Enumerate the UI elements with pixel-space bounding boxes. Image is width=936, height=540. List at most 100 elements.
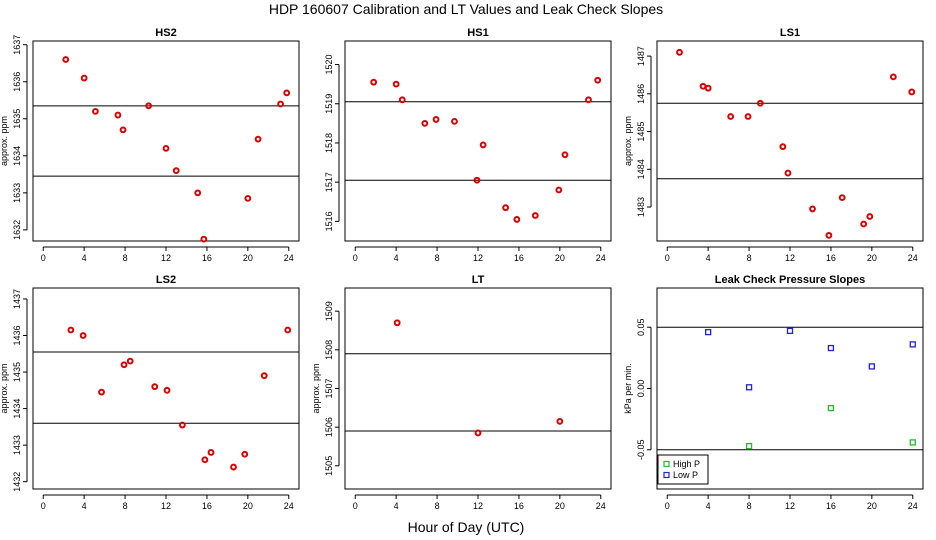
panel-hs1: HS1 0 4 8 12 16 20 24 1516 1517 1518 1519 1520 — [324, 27, 612, 263]
data-point — [432, 116, 440, 123]
x-tick-label: 4 — [706, 501, 711, 511]
data-point — [473, 176, 481, 184]
plot-frame — [32, 287, 300, 490]
data-point — [744, 113, 752, 120]
y-tick-label: 1635 — [12, 109, 22, 129]
y-tick-label: 1634 — [12, 146, 22, 166]
x-tick-label: 0 — [41, 253, 46, 263]
data-point — [92, 107, 99, 115]
y-tick-label: 1483 — [636, 197, 646, 217]
legend-box — [657, 454, 709, 485]
data-point — [727, 113, 735, 120]
data-point — [909, 439, 916, 446]
y-tick-label: 1637 — [12, 35, 22, 55]
data-point — [283, 89, 291, 97]
x-tick-label: 8 — [747, 501, 752, 511]
data-point — [866, 213, 874, 220]
data-point — [421, 119, 429, 127]
data-point — [704, 84, 712, 92]
y-tick-label: 0.00 — [636, 380, 646, 398]
x-tick-label: 8 — [747, 253, 752, 263]
data-point — [194, 189, 202, 197]
data-point — [555, 186, 563, 194]
y-tick-label: 1436 — [12, 325, 22, 345]
data-point — [827, 344, 835, 352]
legend-marker — [663, 471, 670, 479]
x-tick-label: 20 — [555, 501, 565, 511]
y-tick-label: 1505 — [324, 456, 334, 476]
data-point — [561, 151, 569, 159]
data-point — [284, 326, 292, 334]
x-tick-label: 16 — [514, 501, 524, 511]
y-tick-label: 1517 — [324, 172, 334, 192]
data-point — [502, 204, 510, 212]
panel-ls2: LS2 0 4 8 12 16 20 24 1432 1433 1434 1435 1436 1437 ap… — [0, 274, 300, 511]
x-tick-label: 4 — [82, 501, 87, 511]
data-point — [779, 143, 787, 151]
data-point — [178, 421, 186, 429]
data-point — [908, 88, 916, 96]
y-tick-label: 1434 — [12, 399, 22, 419]
x-tick-label: 24 — [284, 253, 294, 263]
panel-title: LS2 — [156, 274, 176, 286]
x-tick-label: 12 — [473, 253, 483, 263]
x-tick-label: 4 — [394, 253, 399, 263]
data-point — [838, 194, 846, 202]
data-point — [163, 386, 171, 394]
y-tick-label: 1516 — [324, 211, 334, 231]
data-point — [786, 327, 794, 335]
data-point — [699, 82, 707, 90]
plot-frame — [344, 40, 612, 242]
x-tick-label: 24 — [284, 501, 294, 511]
x-tick-label: 0 — [353, 501, 358, 511]
data-point — [594, 76, 602, 84]
y-axis-label: approx. ppm — [0, 363, 9, 413]
data-point — [889, 73, 897, 81]
data-point — [254, 135, 262, 143]
panel-title: LS1 — [780, 27, 800, 39]
data-point — [241, 450, 249, 458]
y-tick-label: 1487 — [636, 46, 646, 66]
figure-title: HDP 160607 Calibration and LT Values and… — [269, 1, 663, 17]
data-point — [80, 74, 88, 82]
x-tick-label: 12 — [473, 501, 483, 511]
y-axis-label: approx. ppm — [0, 116, 9, 166]
data-point — [705, 328, 712, 336]
data-point — [827, 404, 835, 412]
x-tick-label: 16 — [826, 501, 836, 511]
y-tick-label: 1506 — [324, 417, 334, 437]
x-tick-label: 4 — [394, 501, 399, 511]
x-tick-label: 24 — [908, 253, 918, 263]
data-point — [201, 456, 209, 464]
data-point — [79, 332, 87, 339]
data-point — [62, 56, 70, 63]
panel-title: LT — [472, 274, 485, 286]
data-point — [98, 388, 105, 396]
y-tick-label: 1518 — [324, 133, 334, 153]
plot-frame — [344, 287, 612, 490]
data-point — [825, 231, 833, 239]
data-point — [556, 417, 564, 425]
panel-title: HS1 — [467, 27, 488, 39]
data-point — [260, 372, 268, 380]
data-point — [676, 48, 683, 56]
y-tick-label: 1632 — [12, 220, 22, 240]
x-tick-label: 12 — [161, 501, 171, 511]
y-tick-label: 1432 — [12, 472, 22, 492]
data-point — [809, 205, 816, 213]
data-point — [531, 212, 539, 219]
data-point — [479, 141, 487, 149]
x-tick-label: 20 — [867, 501, 877, 511]
y-tick-label: 1433 — [12, 435, 22, 455]
y-tick-label: 1507 — [324, 378, 334, 398]
x-tick-label: 16 — [826, 253, 836, 263]
data-point — [126, 357, 134, 365]
x-tick-label: 20 — [243, 501, 253, 511]
data-point — [277, 100, 284, 108]
data-point — [393, 319, 401, 327]
data-point — [370, 78, 378, 86]
data-point — [119, 126, 127, 134]
x-tick-label: 0 — [353, 253, 358, 263]
y-axis-label: kPa per min. — [623, 363, 633, 414]
